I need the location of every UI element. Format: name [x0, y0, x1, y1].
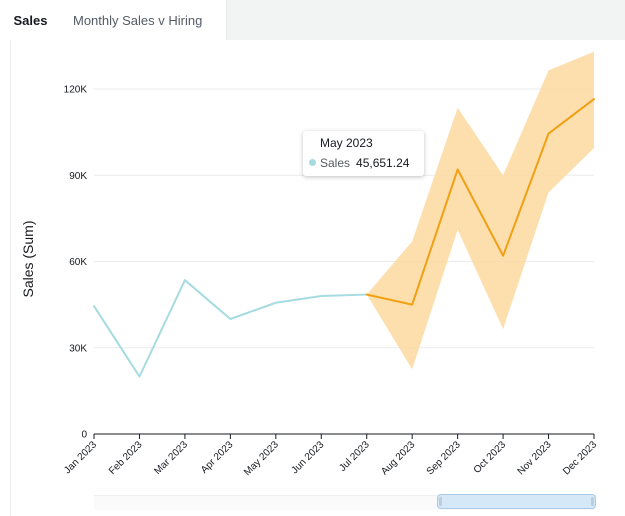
- chart-panel: [10, 40, 625, 516]
- y-tick-label: 30K: [69, 343, 87, 354]
- tooltip-row: Sales 45,651.24: [309, 155, 424, 171]
- x-tick-label: Mar 2023: [152, 439, 190, 477]
- y-tick-label: 0: [81, 430, 87, 441]
- sales-point[interactable]: [182, 278, 187, 283]
- forecast-band-layer: [366, 51, 594, 370]
- range-scrollbar-thumb[interactable]: [437, 494, 596, 509]
- forecast-line[interactable]: [365, 98, 595, 306]
- x-tick-label: Jul 2023: [337, 439, 372, 474]
- tab-sales[interactable]: Sales: [0, 0, 61, 40]
- hover-tooltip: May 2023 Sales 45,651.24: [303, 131, 424, 176]
- x-tick-label: Aug 2023: [379, 439, 417, 477]
- forecast-point[interactable]: [592, 97, 597, 102]
- forecast-point[interactable]: [501, 253, 506, 258]
- tab-bar: Sales Monthly Sales v Hiring: [0, 0, 625, 40]
- forecast-point[interactable]: [546, 131, 551, 136]
- tooltip-series-name: Sales: [320, 156, 351, 170]
- y-tick-labels: 0 30K 60K 90K 120K: [64, 85, 88, 441]
- sales-point[interactable]: [137, 374, 142, 379]
- x-tick-label: May 2023: [242, 439, 281, 478]
- y-axis-title: Sales (Sum): [20, 220, 36, 297]
- x-tick-label: Nov 2023: [516, 439, 554, 477]
- tab-monthly-sales-v-hiring[interactable]: Monthly Sales v Hiring: [61, 0, 227, 40]
- y-tick-label: 120K: [64, 85, 88, 96]
- sales-line[interactable]: [93, 279, 368, 378]
- sales-point[interactable]: [228, 317, 233, 322]
- axes: [93, 433, 595, 439]
- y-tick-label: 60K: [69, 257, 87, 268]
- x-tick-label: Oct 2023: [472, 439, 509, 476]
- x-tick-labels: Jan 2023 Feb 2023 Mar 2023 Apr 2023 May 2023…: [62, 439, 599, 478]
- forecast-confidence-band: [366, 51, 594, 370]
- forecast-point[interactable]: [455, 167, 460, 172]
- y-tick-label: 90K: [69, 171, 87, 182]
- series-lines: [92, 97, 597, 379]
- x-tick-label: Dec 2023: [561, 439, 599, 477]
- forecast-point[interactable]: [364, 292, 369, 297]
- scroll-handle-right[interactable]: [591, 497, 594, 506]
- sales-point[interactable]: [319, 294, 324, 299]
- scroll-handle-left[interactable]: [439, 497, 442, 506]
- x-tick-label: Jun 2023: [290, 439, 327, 476]
- x-tick-label: Jan 2023: [62, 439, 99, 476]
- tooltip-value: 45,651.24: [356, 156, 410, 170]
- forecast-point[interactable]: [410, 302, 415, 307]
- sales-point[interactable]: [273, 300, 278, 305]
- x-tick-label: Sep 2023: [425, 439, 463, 477]
- x-tick-label: Apr 2023: [199, 439, 236, 476]
- tooltip-title: May 2023: [320, 136, 373, 150]
- x-tick-label: Feb 2023: [107, 439, 145, 477]
- sales-point[interactable]: [92, 304, 97, 309]
- series-color-dot: [309, 159, 316, 167]
